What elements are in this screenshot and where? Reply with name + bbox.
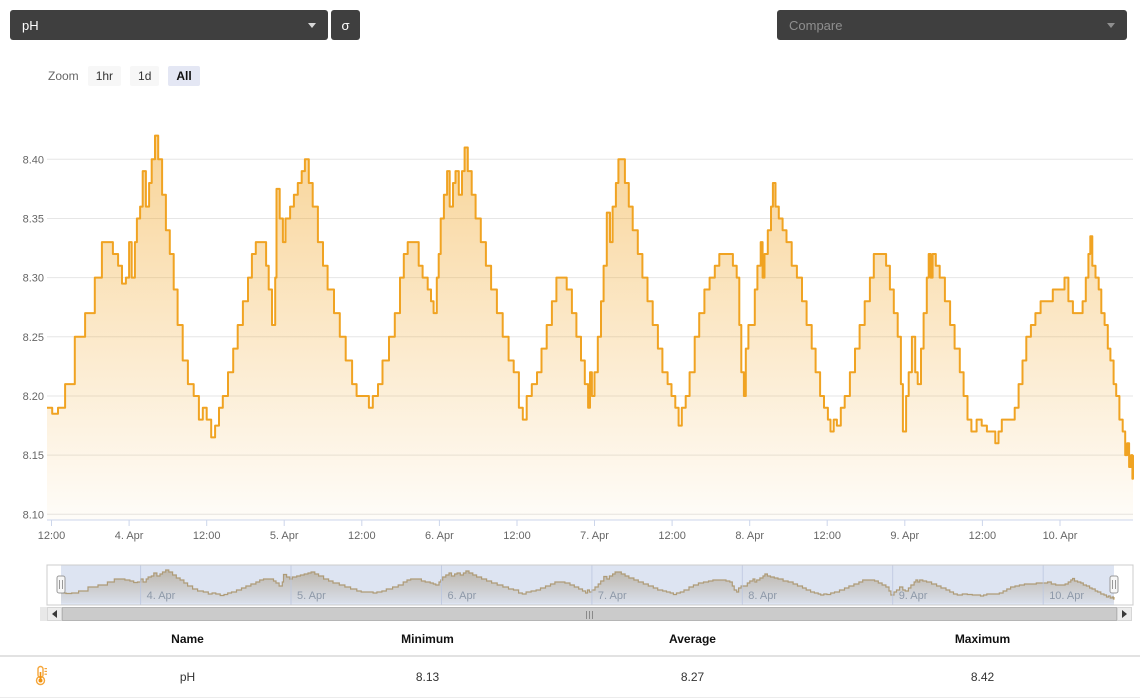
svg-text:5. Apr: 5. Apr [270,530,299,542]
chart-scrollbar[interactable] [40,607,1132,621]
left-triangle-icon [52,610,57,618]
zoom-1d-button[interactable]: 1d [130,66,160,86]
x-axis: 12:00 4. Apr 12:00 5. Apr 12:00 6. Apr 12:00 7.… [38,519,1133,542]
average-column-header: Average [560,625,825,657]
svg-text:4. Apr: 4. Apr [147,590,176,602]
svg-text:12:00: 12:00 [658,530,686,542]
svg-text:9. Apr: 9. Apr [899,590,928,602]
chevron-down-icon [308,22,316,28]
svg-text:10. Apr: 10. Apr [1049,590,1084,602]
svg-text:4. Apr: 4. Apr [115,530,144,542]
svg-text:5. Apr: 5. Apr [297,590,326,602]
ph-history-chart[interactable]: 8.10 8.15 8.20 8.25 8.30 8.35 8.40 12:00 4. Apr… [0,0,1140,625]
chevron-down-icon [1107,22,1115,28]
scrollbar-left-arrow[interactable] [47,607,62,621]
svg-text:8.20: 8.20 [23,391,44,403]
svg-text:8.25: 8.25 [23,332,44,344]
row-maximum: 8.42 [825,656,1140,698]
zoom-label: Zoom [48,69,79,83]
svg-text:6. Apr: 6. Apr [425,530,454,542]
stats-table: Name Minimum Average Maximum pH 8.13 8. [0,625,1140,698]
svg-text:8.30: 8.30 [23,273,44,285]
minimum-column-header: Minimum [295,625,560,657]
row-minimum: 8.13 [295,656,560,698]
sigma-button[interactable]: σ [331,10,360,40]
compare-placeholder: Compare [789,17,843,33]
svg-text:6. Apr: 6. Apr [448,590,477,602]
svg-text:8. Apr: 8. Apr [735,530,764,542]
table-row: pH 8.13 8.27 8.42 [0,656,1140,698]
svg-text:12:00: 12:00 [813,530,841,542]
thermometer-icon [35,665,47,686]
svg-text:10. Apr: 10. Apr [1043,530,1078,542]
row-average: 8.27 [560,656,825,698]
navigator-right-handle[interactable] [1109,575,1119,594]
scrollbar-right-arrow[interactable] [1117,607,1132,621]
icon-column-header [0,625,80,657]
svg-text:8.40: 8.40 [23,154,44,166]
svg-text:12:00: 12:00 [193,530,221,542]
zoom-all-button[interactable]: All [168,66,200,86]
metric-dropdown-value: pH [22,17,39,33]
name-column-header: Name [80,625,295,657]
zoom-range-bar: Zoom 1hr 1d All [48,66,209,86]
svg-text:7. Apr: 7. Apr [598,590,627,602]
metric-dropdown[interactable]: pH [10,10,328,40]
zoom-1hr-button[interactable]: 1hr [87,66,122,86]
maximum-column-header: Maximum [825,625,1140,657]
svg-text:12:00: 12:00 [348,530,376,542]
row-name: pH [80,656,295,698]
svg-text:8. Apr: 8. Apr [748,590,777,602]
navigator-left-handle[interactable] [56,575,66,594]
navigator-mask[interactable] [61,565,1114,605]
svg-text:7. Apr: 7. Apr [580,530,609,542]
svg-text:9. Apr: 9. Apr [890,530,919,542]
svg-text:8.35: 8.35 [23,214,44,226]
navigator[interactable]: 4. Apr 5. Apr 6. Apr 7. Apr 8. Apr 9. Apr 10. … [46,564,1134,606]
ph-area-series[interactable] [47,134,1134,520]
svg-text:12:00: 12:00 [38,530,66,542]
compare-dropdown[interactable]: Compare [777,10,1127,40]
svg-text:12:00: 12:00 [969,530,997,542]
svg-text:8.10: 8.10 [23,509,44,521]
right-triangle-icon [1122,610,1127,618]
scrollbar-grip-icon [585,611,594,619]
svg-text:12:00: 12:00 [503,530,531,542]
scrollbar-thumb[interactable] [62,607,1117,621]
svg-text:8.15: 8.15 [23,450,44,462]
